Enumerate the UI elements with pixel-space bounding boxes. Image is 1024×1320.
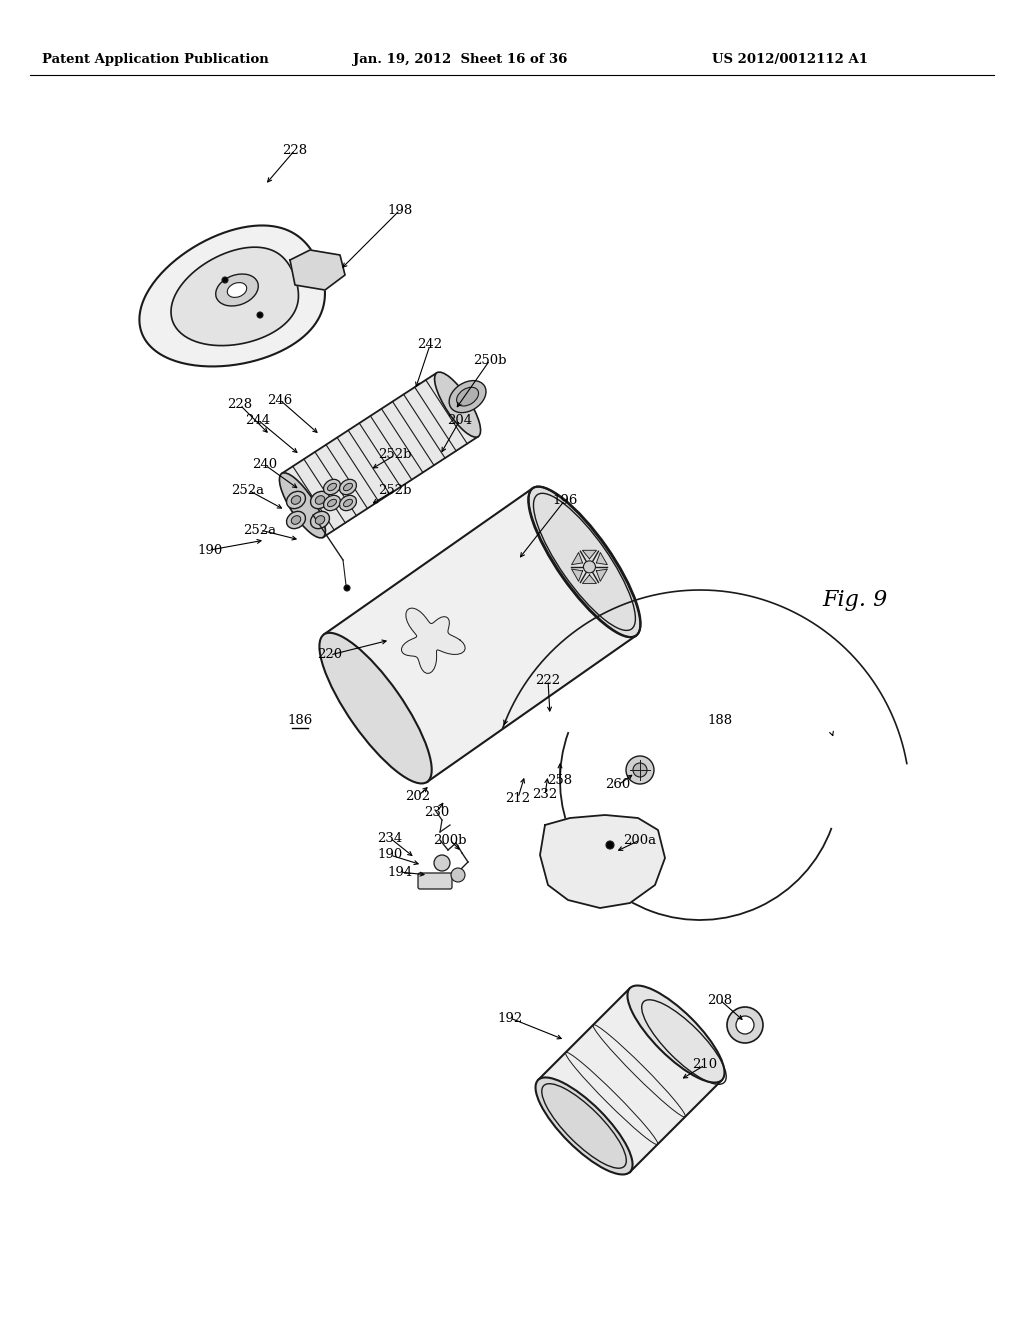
Ellipse shape: [451, 869, 465, 882]
Ellipse shape: [584, 561, 595, 573]
Ellipse shape: [291, 516, 301, 524]
Text: 228: 228: [283, 144, 307, 157]
Ellipse shape: [287, 491, 305, 508]
Polygon shape: [596, 569, 607, 581]
Text: 190: 190: [378, 849, 402, 862]
Text: 194: 194: [387, 866, 413, 879]
Text: 252b: 252b: [378, 483, 412, 496]
Polygon shape: [290, 249, 345, 290]
Ellipse shape: [457, 387, 478, 407]
Text: Jan. 19, 2012  Sheet 16 of 36: Jan. 19, 2012 Sheet 16 of 36: [353, 54, 567, 66]
Ellipse shape: [216, 275, 258, 306]
Ellipse shape: [343, 483, 352, 491]
Text: 200b: 200b: [433, 833, 467, 846]
Text: 208: 208: [708, 994, 732, 1006]
Ellipse shape: [222, 277, 228, 282]
Text: 220: 220: [317, 648, 343, 661]
Text: 252b: 252b: [378, 449, 412, 462]
Text: 252a: 252a: [231, 483, 264, 496]
Text: 240: 240: [253, 458, 278, 471]
Text: 204: 204: [447, 413, 472, 426]
Text: 232: 232: [532, 788, 558, 801]
Ellipse shape: [536, 1077, 633, 1175]
Polygon shape: [583, 550, 596, 558]
Ellipse shape: [727, 1007, 763, 1043]
Polygon shape: [171, 247, 298, 346]
Ellipse shape: [736, 1016, 754, 1034]
Text: 234: 234: [378, 832, 402, 845]
Text: 228: 228: [227, 399, 253, 412]
Polygon shape: [401, 609, 465, 673]
Polygon shape: [282, 372, 478, 537]
Polygon shape: [324, 488, 636, 781]
Text: 190: 190: [198, 544, 222, 557]
Ellipse shape: [528, 487, 641, 638]
Text: 198: 198: [387, 203, 413, 216]
Ellipse shape: [310, 511, 330, 528]
Ellipse shape: [227, 282, 247, 297]
FancyBboxPatch shape: [418, 873, 452, 888]
Polygon shape: [540, 814, 665, 908]
Text: 186: 186: [288, 714, 312, 726]
Text: 188: 188: [708, 714, 732, 726]
Text: 200a: 200a: [624, 833, 656, 846]
Ellipse shape: [315, 496, 325, 504]
Text: 210: 210: [692, 1059, 718, 1072]
Ellipse shape: [343, 499, 352, 507]
Text: 246: 246: [267, 393, 293, 407]
Ellipse shape: [257, 312, 263, 318]
Ellipse shape: [450, 380, 486, 413]
Text: 202: 202: [406, 789, 430, 803]
Ellipse shape: [633, 763, 647, 777]
Ellipse shape: [315, 516, 325, 524]
Text: 258: 258: [548, 774, 572, 787]
Text: 192: 192: [498, 1011, 522, 1024]
Ellipse shape: [324, 479, 340, 495]
Polygon shape: [583, 576, 596, 583]
Ellipse shape: [324, 495, 340, 511]
Text: 230: 230: [424, 805, 450, 818]
Ellipse shape: [310, 491, 330, 508]
Ellipse shape: [328, 499, 337, 507]
Ellipse shape: [606, 841, 614, 849]
Polygon shape: [139, 226, 325, 367]
Ellipse shape: [280, 473, 326, 539]
Ellipse shape: [319, 632, 432, 784]
Text: US 2012/0012112 A1: US 2012/0012112 A1: [712, 54, 868, 66]
Ellipse shape: [287, 511, 305, 528]
Polygon shape: [571, 569, 583, 581]
Text: 250b: 250b: [473, 354, 507, 367]
Polygon shape: [538, 989, 722, 1172]
Ellipse shape: [434, 855, 450, 871]
Ellipse shape: [340, 495, 356, 511]
Polygon shape: [596, 553, 607, 565]
Text: 244: 244: [246, 413, 270, 426]
Text: 260: 260: [605, 779, 631, 792]
Ellipse shape: [628, 986, 725, 1082]
Ellipse shape: [344, 585, 350, 591]
Ellipse shape: [291, 496, 301, 504]
Ellipse shape: [434, 372, 480, 437]
Text: 222: 222: [536, 673, 560, 686]
Text: 242: 242: [418, 338, 442, 351]
Text: Patent Application Publication: Patent Application Publication: [42, 54, 268, 66]
Text: 212: 212: [506, 792, 530, 804]
Ellipse shape: [328, 483, 337, 491]
Text: Fig. 9: Fig. 9: [822, 589, 888, 611]
Polygon shape: [571, 553, 583, 565]
Text: 196: 196: [552, 494, 578, 507]
Ellipse shape: [340, 479, 356, 495]
Ellipse shape: [626, 756, 654, 784]
Text: 252a: 252a: [244, 524, 276, 536]
